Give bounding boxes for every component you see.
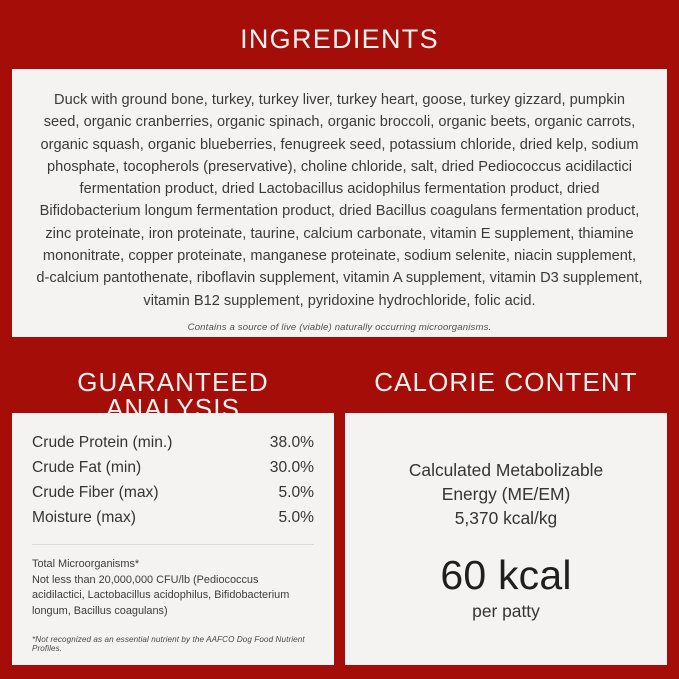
metabolizable-energy-value: 5,370 kcal/kg: [454, 508, 558, 528]
analysis-row: Crude Fat (min) 30.0%: [32, 456, 314, 481]
analysis-row-label: Moisture (max): [32, 508, 136, 526]
ingredients-heading: INGREDIENTS: [240, 24, 439, 54]
ingredients-list-text: Duck with ground bone, turkey, turkey li…: [36, 92, 643, 309]
analysis-row-value: 5.0%: [278, 508, 314, 526]
analysis-row: Crude Protein (min.) 38.0%: [32, 431, 314, 456]
total-microorganisms-detail: Not less than 20,000,000 CFU/lb (Pedioco…: [32, 573, 290, 617]
analysis-divider: [32, 544, 314, 546]
guaranteed-analysis-panel: Crude Protein (min.) 38.0% Crude Fat (min)…: [12, 413, 334, 665]
calorie-content-inner: Calculated Metabolizable Energy (ME/EM) …: [365, 431, 647, 655]
analysis-row-value: 5.0%: [278, 483, 314, 501]
analysis-row-label: Crude Fat (min): [32, 459, 142, 477]
guaranteed-analysis-table: Crude Protein (min.) 38.0% Crude Fat (min)…: [32, 431, 314, 530]
total-microorganisms-title: Total Microorganisms*: [32, 558, 140, 571]
analysis-row-label: Crude Protein (min.): [32, 434, 173, 452]
aafco-footnote: *Not recognized as an essential nutrient…: [32, 635, 305, 653]
analysis-row-label: Crude Fiber (max): [32, 483, 159, 501]
analysis-row-value: 30.0%: [269, 459, 314, 477]
analysis-row-value: 38.0%: [269, 434, 314, 452]
analysis-row: Crude Fiber (max) 5.0%: [32, 481, 314, 506]
ingredients-panel: Duck with ground bone, turkey, turkey li…: [12, 69, 667, 337]
calorie-content-heading: CALORIE CONTENT: [374, 367, 638, 397]
metabolizable-energy-label: Calculated Metabolizable Energy (ME/EM): [408, 460, 604, 504]
calorie-big-value: 60 kcal: [440, 552, 572, 598]
ingredients-microorganism-note: Contains a source of live (viable) natur…: [187, 321, 492, 333]
analysis-row: Moisture (max) 5.0%: [32, 505, 314, 530]
total-microorganisms-block: Total Microorganisms* Not less than 20,0…: [32, 557, 314, 619]
calorie-content-panel: Calculated Metabolizable Energy (ME/EM) …: [345, 413, 667, 665]
calorie-per-unit: per patty: [472, 601, 540, 621]
guaranteed-analysis-heading: GUARANTEED ANALYSIS: [77, 367, 269, 423]
